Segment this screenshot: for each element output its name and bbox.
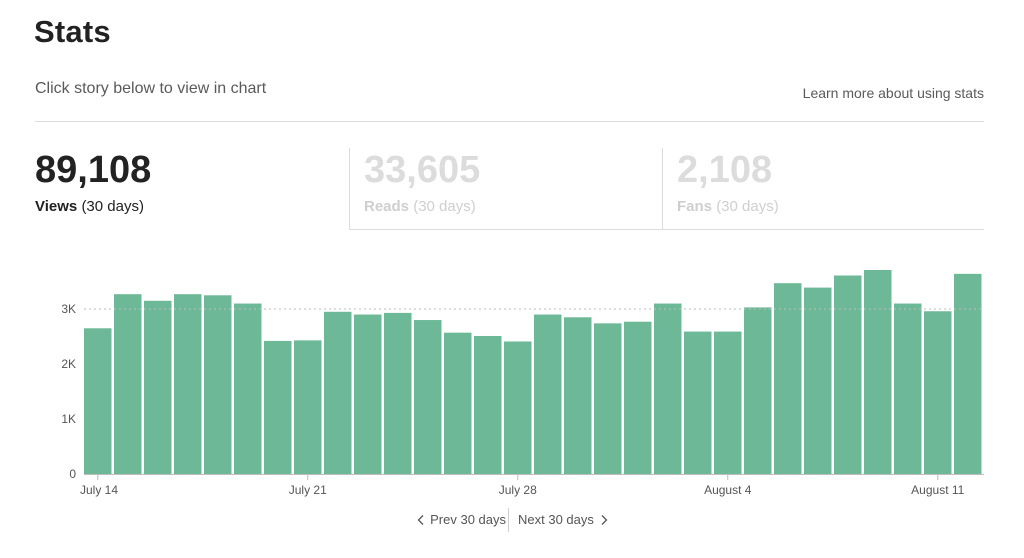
fans-value: 2,108 [677,149,773,191]
views-label-text: Views [35,198,78,215]
header-divider [35,121,984,122]
next-label: Next 30 days [518,512,594,527]
bar-30[interactable] [954,273,982,474]
bar-29[interactable] [924,311,952,474]
bar-18[interactable] [594,323,622,474]
chevron-left-icon [417,515,423,525]
views-value: 89,108 [35,149,152,191]
pager: Prev 30 days Next 30 days [0,508,1024,534]
x-tick-label-4: August 11 [911,483,964,497]
x-tick-label-2: July 28 [499,483,537,497]
pager-divider [508,508,509,532]
y-tick-label-3K: 3K [61,302,76,316]
bar-26[interactable] [834,275,862,475]
bar-5[interactable] [204,295,232,474]
page-title: Stats [34,14,111,49]
bar-11[interactable] [384,312,412,474]
bar-10[interactable] [354,314,382,474]
fans-period: (30 days) [716,198,779,215]
bar-8[interactable] [294,340,322,474]
bar-2[interactable] [114,294,142,474]
next-30-days-button[interactable]: Next 30 days [518,512,610,527]
prev-30-days-button[interactable]: Prev 30 days [415,512,506,527]
x-tick-label-0: July 14 [80,483,118,497]
bar-1[interactable] [84,328,112,474]
bar-14[interactable] [474,335,502,474]
stat-tab-reads[interactable]: 33,605 Reads (30 days) [349,148,663,230]
prev-label: Prev 30 days [430,512,506,527]
reads-label: Reads (30 days) [364,198,663,215]
stat-tab-fans[interactable]: 2,108 Fans (30 days) [662,148,984,230]
views-period: (30 days) [81,198,144,215]
bar-12[interactable] [414,320,442,474]
x-tick-label-3: August 4 [704,483,752,497]
bar-9[interactable] [324,311,352,474]
chevron-right-icon [601,515,607,525]
x-tick-label-1: July 21 [289,483,327,497]
views-label: Views (30 days) [35,198,349,215]
bar-16[interactable] [534,314,562,474]
bar-3[interactable] [144,300,172,474]
views-bar-chart: 0 1K 2K 3K July 14 July 21 July 28 August 4 Augu… [61,270,984,497]
y-tick-label-0: 0 [69,467,76,481]
bar-25[interactable] [804,287,832,474]
bar-22[interactable] [714,331,742,474]
bar-6[interactable] [234,303,262,474]
stat-tab-views[interactable]: 89,108 Views (30 days) [35,148,349,230]
bar-13[interactable] [444,332,472,474]
reads-value: 33,605 [364,149,481,191]
reads-label-text: Reads [364,198,410,215]
bar-24[interactable] [774,283,802,474]
y-tick-label-1K: 1K [61,412,76,426]
bar-17[interactable] [564,317,592,474]
bar-20[interactable] [654,303,682,474]
bar-15[interactable] [504,341,532,474]
fans-label-text: Fans [677,198,713,215]
bar-19[interactable] [624,321,652,474]
bar-4[interactable] [174,294,202,474]
learn-more-link[interactable]: Learn more about using stats [802,85,984,101]
bar-27[interactable] [864,270,892,474]
bar-28[interactable] [894,303,922,474]
fans-label: Fans (30 days) [677,198,984,215]
bar-21[interactable] [684,331,712,474]
bar-7[interactable] [264,340,292,474]
bar-23[interactable] [744,307,772,474]
page-subtitle: Click story below to view in chart [35,80,267,97]
y-tick-label-2K: 2K [61,357,76,371]
reads-period: (30 days) [413,198,476,215]
